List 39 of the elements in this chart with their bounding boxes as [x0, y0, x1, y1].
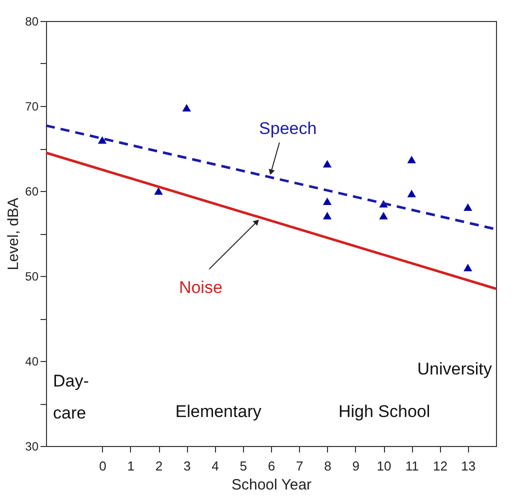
- y-tick-label: 70: [25, 100, 39, 114]
- point: [464, 203, 472, 211]
- x-tick-label: 1: [127, 458, 134, 474]
- x-tick-label: 7: [296, 458, 304, 474]
- x-tick-label: 6: [268, 458, 276, 474]
- y-tick-label: 30: [25, 440, 39, 454]
- annotation: Day- care: [53, 371, 89, 422]
- x-tick-label: 12: [433, 458, 448, 474]
- point: [379, 212, 388, 220]
- point: [322, 197, 332, 205]
- x-axis-title: School Year: [231, 476, 312, 494]
- x-tick-label: 3: [184, 458, 191, 474]
- point: [322, 160, 332, 168]
- y-tick-label: 40: [25, 354, 39, 368]
- annotation: Elementary: [175, 402, 262, 421]
- text: Speech: [259, 118, 317, 138]
- point: [322, 212, 332, 220]
- x-tick-label: 10: [376, 458, 392, 474]
- annotation: High School: [338, 402, 430, 421]
- x-tick-label: 13: [461, 458, 476, 474]
- point: [154, 187, 163, 195]
- x-tick-label: 2: [155, 458, 163, 474]
- y-axis-title: Level, dBA: [5, 198, 22, 270]
- x-tick-label: 9: [352, 458, 360, 474]
- x-tick-label: 5: [240, 458, 247, 474]
- x-tick-label: 11: [405, 458, 419, 474]
- y-tick-label: 60: [25, 184, 39, 198]
- point: [407, 190, 416, 198]
- x-tick-label: 8: [324, 458, 332, 474]
- y-tick-label: 80: [25, 14, 39, 28]
- point: [182, 104, 191, 112]
- point: [464, 264, 472, 272]
- text: Noise: [178, 278, 222, 297]
- point: [407, 156, 416, 164]
- x-tick-label: 0: [99, 458, 106, 474]
- annotation: University: [417, 360, 492, 378]
- point: [98, 136, 107, 144]
- x-tick-label: 4: [212, 458, 219, 474]
- y-tick-label: 50: [25, 270, 39, 284]
